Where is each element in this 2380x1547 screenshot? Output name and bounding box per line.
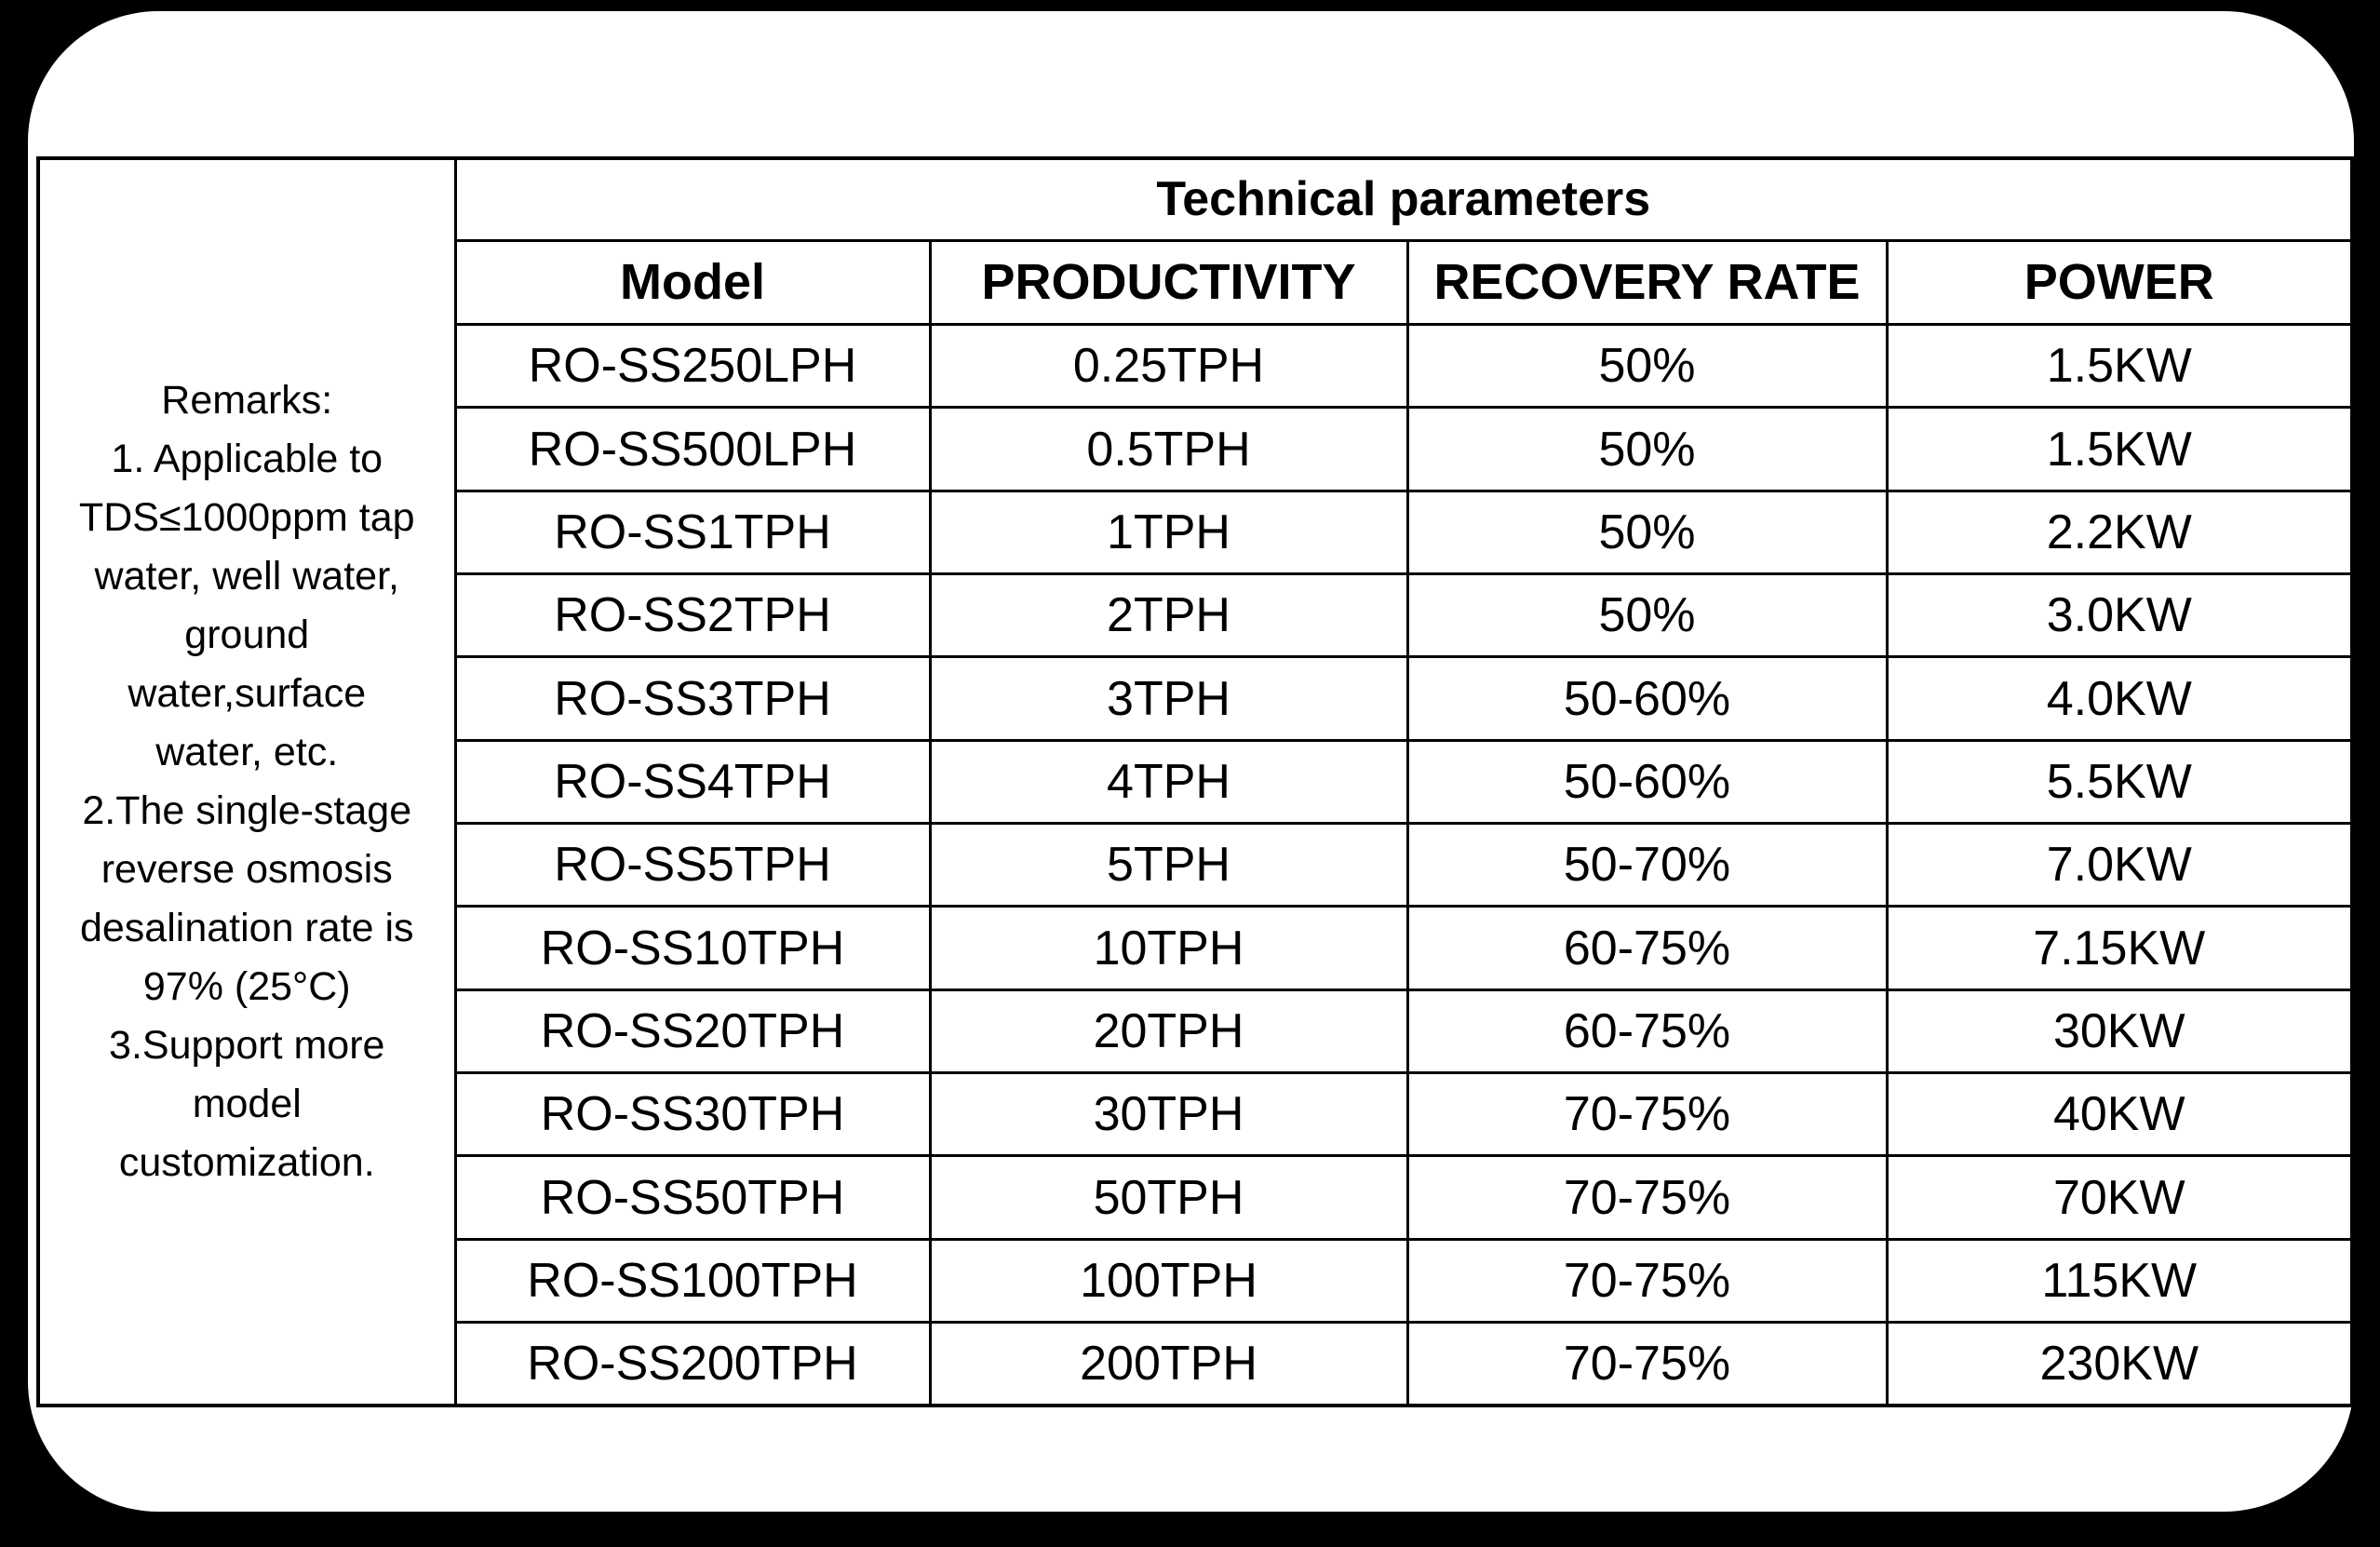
recovery-rate-cell: 70-75% <box>1405 1237 1889 1325</box>
model-cell: RO-SS50TPH <box>453 1154 932 1241</box>
model-cell: RO-SS3TPH <box>453 655 932 742</box>
productivity-cell: 20TPH <box>928 988 1409 1075</box>
power-cell: 30KW <box>1885 988 2354 1075</box>
technical-parameters-table: Remarks: 1. Applicable to TDS≤1000ppm ta… <box>36 156 2355 1407</box>
productivity-cell: 0.5TPH <box>928 406 1409 492</box>
power-cell: 230KW <box>1885 1321 2354 1407</box>
productivity-cell: 30TPH <box>928 1071 1409 1158</box>
model-cell: RO-SS10TPH <box>453 905 932 991</box>
recovery-rate-cell: 50-60% <box>1405 655 1889 742</box>
recovery-rate-cell: 70-75% <box>1405 1071 1889 1158</box>
power-cell: 3.0KW <box>1885 572 2354 659</box>
power-cell: 4.0KW <box>1885 655 2354 742</box>
table-row: RO-SS1TPH 1TPH 50% 2.2KW <box>38 489 2354 576</box>
table-row: RO-SS2TPH 2TPH 50% 3.0KW <box>38 572 2354 659</box>
power-cell: 40KW <box>1885 1071 2354 1158</box>
column-header-productivity: PRODUCTIVITY <box>928 238 1409 327</box>
remarks-cell: Remarks: 1. Applicable to TDS≤1000ppm ta… <box>36 156 457 1407</box>
table-row: RO-SS200TPH 200TPH 70-75% 230KW <box>38 1321 2354 1407</box>
recovery-rate-cell: 50% <box>1405 489 1889 576</box>
spec-card-panel: Remarks: 1. Applicable to TDS≤1000ppm ta… <box>28 11 2355 1512</box>
column-header-power: POWER <box>1885 238 2354 327</box>
table-row: RO-SS250LPH 0.25TPH 50% 1.5KW <box>38 323 2354 410</box>
model-cell: RO-SS30TPH <box>453 1071 932 1158</box>
power-cell: 7.0KW <box>1885 822 2354 908</box>
column-header-model: Model <box>453 238 932 327</box>
productivity-cell: 4TPH <box>928 738 1409 826</box>
power-cell: 2.2KW <box>1885 489 2354 576</box>
table-row: RO-SS10TPH 10TPH 60-75% 7.15KW <box>38 905 2354 991</box>
table-row: RO-SS100TPH 100TPH 70-75% 115KW <box>38 1237 2354 1325</box>
recovery-rate-cell: 60-75% <box>1405 905 1889 991</box>
model-cell: RO-SS2TPH <box>453 572 932 659</box>
power-cell: 1.5KW <box>1885 406 2354 492</box>
power-cell: 7.15KW <box>1885 905 2354 991</box>
model-cell: RO-SS4TPH <box>453 738 932 826</box>
recovery-rate-cell: 70-75% <box>1405 1154 1889 1241</box>
table-row: RO-SS4TPH 4TPH 50-60% 5.5KW <box>38 738 2354 826</box>
productivity-cell: 3TPH <box>928 655 1409 742</box>
productivity-cell: 50TPH <box>928 1154 1409 1241</box>
model-cell: RO-SS1TPH <box>453 489 932 576</box>
power-cell: 5.5KW <box>1885 738 2354 826</box>
table-title: Technical parameters <box>453 156 2354 242</box>
productivity-cell: 1TPH <box>928 489 1409 576</box>
table-row: RO-SS500LPH 0.5TPH 50% 1.5KW <box>38 406 2354 492</box>
table-row: RO-SS3TPH 3TPH 50-60% 4.0KW <box>38 655 2354 742</box>
productivity-cell: 10TPH <box>928 905 1409 991</box>
recovery-rate-cell: 50-60% <box>1405 738 1889 826</box>
table-row: RO-SS50TPH 50TPH 70-75% 70KW <box>38 1154 2354 1241</box>
column-header-recovery-rate: RECOVERY RATE <box>1405 238 1889 327</box>
table-title-row: Remarks: 1. Applicable to TDS≤1000ppm ta… <box>36 156 2354 1407</box>
model-cell: RO-SS100TPH <box>453 1237 932 1325</box>
recovery-rate-cell: 50% <box>1405 406 1889 492</box>
recovery-rate-cell: 50% <box>1405 572 1889 659</box>
recovery-rate-cell: 50% <box>1405 323 1889 410</box>
column-header-row: Model PRODUCTIVITY RECOVERY RATE POWER <box>38 238 2354 327</box>
model-cell: RO-SS500LPH <box>453 406 932 492</box>
productivity-cell: 5TPH <box>928 822 1409 908</box>
productivity-cell: 0.25TPH <box>928 323 1409 410</box>
power-cell: 115KW <box>1885 1237 2354 1325</box>
model-cell: RO-SS5TPH <box>453 822 932 908</box>
productivity-cell: 2TPH <box>928 572 1409 659</box>
table-row: RO-SS5TPH 5TPH 50-70% 7.0KW <box>38 822 2354 908</box>
productivity-cell: 200TPH <box>928 1321 1409 1407</box>
recovery-rate-cell: 60-75% <box>1405 988 1889 1075</box>
power-cell: 1.5KW <box>1885 323 2354 410</box>
productivity-cell: 100TPH <box>928 1237 1409 1325</box>
power-cell: 70KW <box>1885 1154 2354 1241</box>
table-row: RO-SS30TPH 30TPH 70-75% 40KW <box>38 1071 2354 1158</box>
model-cell: RO-SS20TPH <box>453 988 932 1075</box>
recovery-rate-cell: 50-70% <box>1405 822 1889 908</box>
model-cell: RO-SS200TPH <box>453 1321 932 1407</box>
table-row: RO-SS20TPH 20TPH 60-75% 30KW <box>38 988 2354 1075</box>
recovery-rate-cell: 70-75% <box>1405 1321 1889 1407</box>
model-cell: RO-SS250LPH <box>453 323 932 410</box>
